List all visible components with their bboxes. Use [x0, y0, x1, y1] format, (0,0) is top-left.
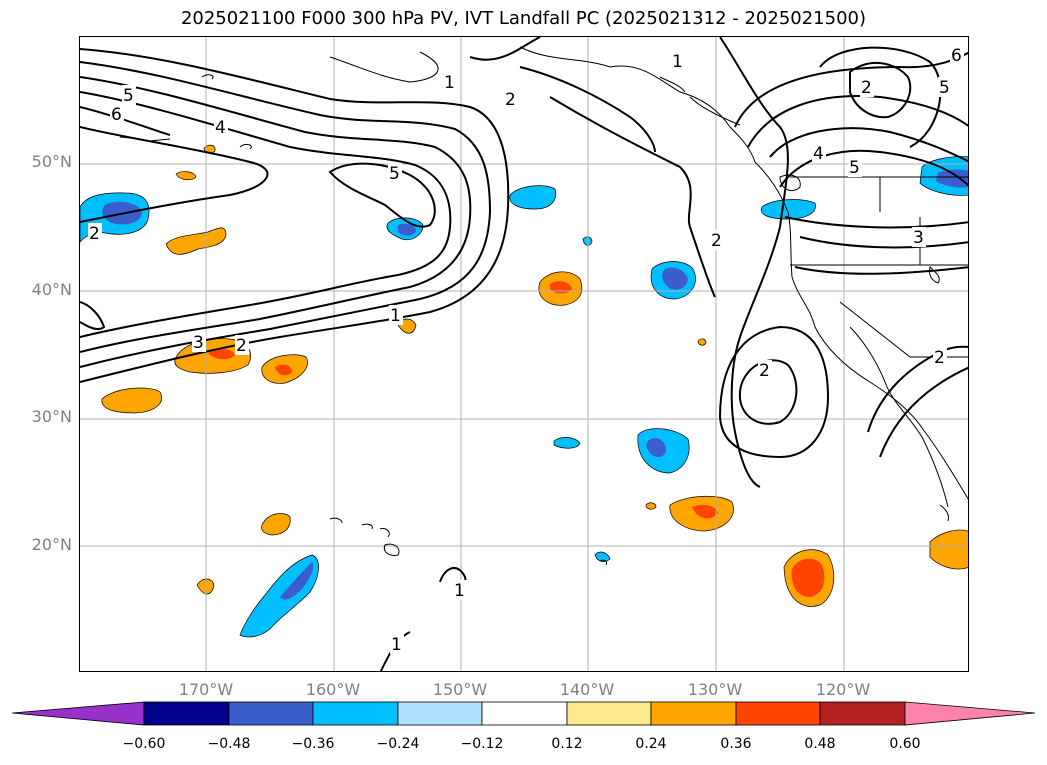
- contour-high-outer: [819, 46, 942, 148]
- contour-east-1: [469, 37, 541, 61]
- contour-east-f: [794, 266, 968, 275]
- lon-label-130w: 130°W: [687, 680, 743, 699]
- contour-central-trough: [549, 96, 716, 298]
- colorbar-bin: [228, 701, 314, 726]
- colorbar-tick: −0.48: [207, 736, 251, 752]
- contour-label: 3: [913, 228, 924, 248]
- colorbar-extend-min: [11, 701, 145, 726]
- contour-east-low2: [879, 366, 968, 458]
- colorbar: [11, 701, 1036, 726]
- contour-2: [80, 61, 492, 368]
- lat-label-30n: 30°N: [31, 407, 72, 426]
- contour-label: 1: [391, 635, 402, 655]
- colorbar-tick: −0.60: [122, 736, 166, 752]
- map-panel: 1 2 1 2 5 6 4 5 3 2 1 4 5 2 3 2 2 2 1: [79, 36, 969, 672]
- colorbar-tick: −0.36: [291, 736, 335, 752]
- positive-blob-east-edge: [929, 529, 968, 570]
- positive-blob-173w: [175, 171, 197, 181]
- negative-blob-141w-small: [553, 437, 581, 449]
- colorbar-bin: [735, 701, 821, 726]
- map-canvas: 1 2 1 2 5 6 4 5 3 2 1 4 5 2 3 2 2 2 1: [80, 37, 968, 671]
- colorbar-tick: −0.24: [376, 736, 420, 752]
- colorbar-tick: −0.12: [460, 736, 504, 752]
- contour-1: [80, 48, 510, 383]
- lat-label-40n: 40°N: [31, 280, 72, 299]
- graticule: [80, 37, 968, 671]
- contour-small-west: [80, 301, 106, 331]
- negative-blob-coast: [760, 199, 816, 220]
- contour-label: 2: [236, 336, 247, 356]
- negative-blob-165w: [239, 554, 319, 638]
- contour-east-b: [769, 127, 968, 163]
- colorbar-tick: 0.24: [635, 736, 667, 752]
- contour-label: 6: [111, 105, 122, 125]
- contour-west-north: [519, 66, 656, 153]
- negative-blob-133w: [650, 261, 696, 300]
- negative-blob-140w-south: [594, 551, 611, 562]
- positive-blob-130w-dot: [697, 338, 707, 346]
- contour-label: 2: [89, 224, 100, 244]
- contour-sw-outer: [718, 325, 830, 459]
- contour-east-g: [784, 216, 968, 229]
- contour-label: 1: [672, 52, 683, 72]
- contour-label: 2: [711, 231, 722, 251]
- contour-label: 4: [215, 118, 226, 138]
- contour-label: 3: [193, 333, 204, 353]
- negative-blob-145w: [509, 185, 557, 210]
- lon-label-140w: 140°W: [559, 680, 615, 699]
- lon-label-160w: 160°W: [305, 680, 361, 699]
- contour-east-e: [799, 236, 968, 249]
- colorbar-bin: [819, 701, 906, 726]
- pc-shading: [80, 144, 968, 638]
- contour-ridge: [719, 37, 789, 488]
- contour-4: [80, 91, 452, 338]
- contour-label: 4: [813, 144, 824, 164]
- lat-label-50n: 50°N: [31, 152, 72, 171]
- colorbar-bin: [566, 701, 652, 726]
- contour-3: [80, 76, 472, 353]
- contour-label: 5: [939, 78, 950, 98]
- colorbar-extend-max: [904, 701, 1036, 726]
- contour-label: 2: [759, 361, 770, 381]
- colorbar-bin: [143, 701, 230, 726]
- contour-label: 5: [389, 164, 400, 184]
- contour-label: 6: [951, 46, 962, 66]
- colorbar-tick: 0.36: [720, 736, 752, 752]
- colorbar-bin: [312, 701, 399, 726]
- colorbar-tick: 0.60: [889, 736, 921, 752]
- negative-blob-east-edge: [919, 156, 968, 196]
- map-title: 2025021100 F000 300 hPa PV, IVT Landfall…: [180, 8, 867, 29]
- lon-label-150w: 150°W: [432, 680, 488, 699]
- positive-blob-168w: [165, 227, 227, 255]
- contour-6: [80, 106, 171, 136]
- contour-high-2: [849, 61, 912, 119]
- contour-labels: 1 2 1 2 5 6 4 5 3 2 1 4 5 2 3 2 2 2 1: [88, 45, 964, 655]
- positive-blob-165w: [261, 513, 291, 536]
- contour-east-c: [747, 95, 968, 148]
- colorbar-bin: [397, 701, 483, 726]
- contour-east-a: [779, 149, 968, 188]
- colorbar-tick: 0.48: [804, 736, 836, 752]
- colorbar-tick: 0.12: [551, 736, 583, 752]
- contour-label: 1: [390, 306, 401, 326]
- negative-blob-132w: [637, 428, 690, 474]
- contour-label: 5: [849, 158, 860, 178]
- positive-blob-135w-dot: [645, 502, 657, 510]
- contour-label: 2: [505, 90, 516, 110]
- contour-label: 5: [123, 86, 134, 106]
- contour-5-west: [80, 126, 269, 223]
- positive-blob-175w: [101, 387, 162, 414]
- lon-label-120w: 120°W: [815, 680, 871, 699]
- contour-label: 2: [934, 348, 945, 368]
- lon-label-170w: 170°W: [178, 680, 234, 699]
- lat-label-20n: 20°N: [31, 535, 72, 554]
- contour-label: 2: [861, 78, 872, 98]
- coastlines: [119, 46, 968, 566]
- contour-label: 1: [444, 73, 455, 93]
- colorbar-bin: [650, 701, 737, 726]
- colorbar-bin: [481, 701, 568, 726]
- contour-label: 1: [454, 581, 465, 601]
- contour-5-low: [328, 162, 436, 228]
